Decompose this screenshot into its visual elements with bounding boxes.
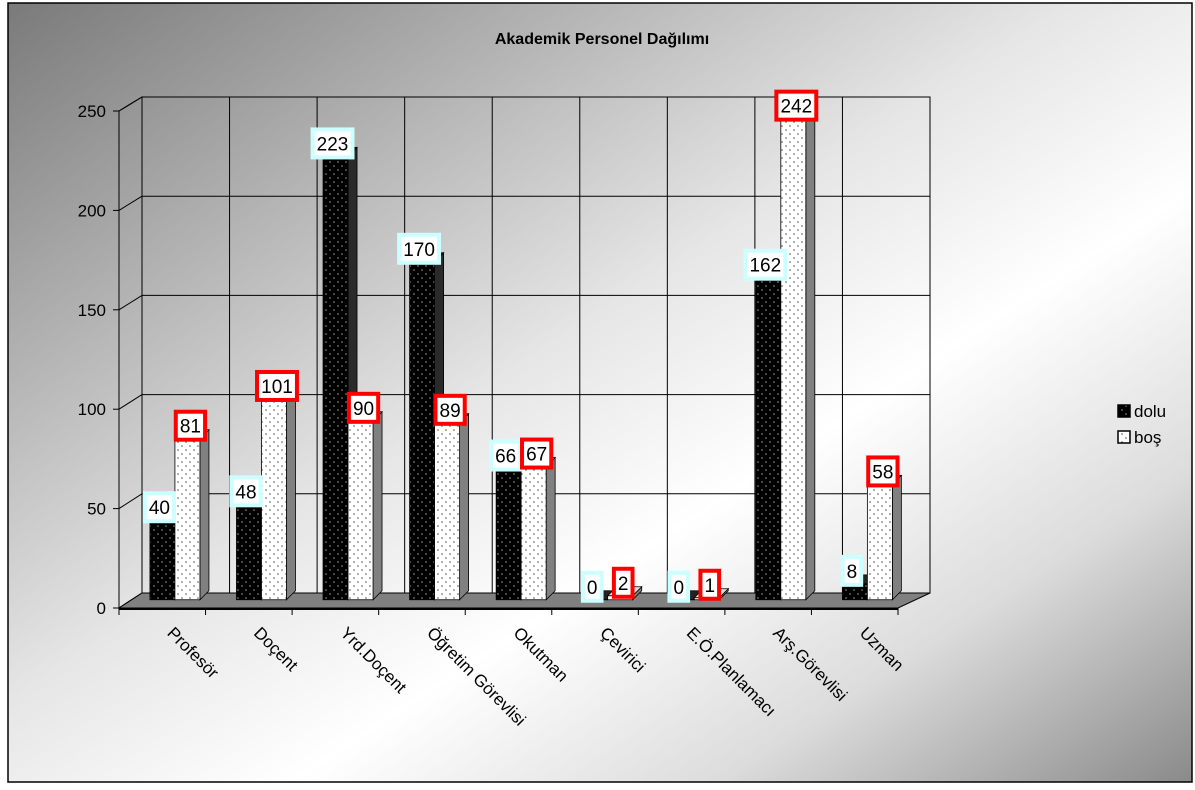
- data-label: 0: [669, 573, 688, 601]
- data-label-text: 0: [587, 578, 598, 599]
- bar-front: [496, 469, 521, 600]
- bar-front: [150, 520, 175, 600]
- data-label: 90: [349, 394, 378, 422]
- data-label-text: 66: [495, 447, 516, 468]
- legend-label: boş: [1134, 428, 1161, 447]
- data-label-text: 162: [749, 256, 781, 277]
- bar-side: [892, 475, 901, 599]
- legend-label: dolu: [1134, 402, 1166, 421]
- bar-front: [323, 156, 348, 599]
- data-label: 242: [776, 92, 816, 120]
- data-label-text: 48: [235, 482, 256, 503]
- bar: [435, 414, 469, 600]
- bar-side: [806, 110, 815, 600]
- bar-front: [348, 421, 373, 600]
- bar: [867, 475, 901, 599]
- data-label: 40: [145, 493, 174, 521]
- data-label-text: 81: [180, 417, 201, 438]
- bar-side: [200, 430, 209, 600]
- y-tick-label: 100: [78, 400, 106, 419]
- data-label: 0: [583, 573, 602, 601]
- bar-side: [546, 458, 555, 600]
- data-label: 81: [176, 412, 205, 440]
- y-tick-label: 250: [78, 102, 106, 121]
- data-label-text: 58: [872, 462, 893, 483]
- bar-front: [521, 467, 546, 600]
- legend-swatch: [1118, 405, 1130, 417]
- bar-front: [756, 278, 781, 600]
- data-label-text: 90: [353, 399, 374, 420]
- bar-side: [460, 414, 469, 600]
- data-label-text: 0: [673, 578, 684, 599]
- bar: [348, 412, 382, 600]
- data-label: 223: [313, 129, 353, 157]
- bar: [781, 110, 815, 600]
- data-label-text: 8: [847, 562, 858, 583]
- legend-swatch: [1118, 431, 1130, 443]
- chart-background: [8, 3, 1192, 782]
- data-label-text: 40: [149, 498, 170, 519]
- chart-title: Akademik Personel Dağılımı: [495, 31, 709, 48]
- y-tick-label: 150: [78, 301, 106, 320]
- data-label-text: 101: [261, 377, 293, 398]
- data-label: 2: [614, 569, 633, 597]
- data-label: 66: [491, 442, 520, 470]
- bar: [521, 458, 555, 600]
- data-label: 8: [843, 557, 862, 585]
- data-label-text: 1: [704, 576, 715, 597]
- data-label: 1: [700, 571, 719, 599]
- bar-front: [410, 262, 435, 600]
- bar-front: [261, 399, 286, 600]
- bar-side: [286, 390, 295, 600]
- y-tick-label: 200: [78, 201, 106, 220]
- data-label-text: 89: [440, 401, 461, 422]
- bar-front: [236, 504, 261, 599]
- bar-front: [175, 439, 200, 600]
- data-label-text: 67: [526, 445, 547, 466]
- data-label: 89: [435, 396, 464, 424]
- data-label-text: 170: [403, 240, 435, 261]
- data-label: 162: [745, 251, 785, 279]
- y-tick-label: 50: [87, 500, 106, 519]
- data-label-text: 223: [317, 134, 349, 155]
- data-label-text: 2: [618, 574, 629, 595]
- bar-side: [373, 412, 382, 600]
- data-label: 101: [257, 372, 297, 400]
- data-label-text: 242: [780, 97, 812, 118]
- data-label: 58: [868, 457, 897, 485]
- y-tick-label: 0: [97, 599, 106, 618]
- data-label: 170: [399, 235, 439, 263]
- bar-front: [435, 423, 460, 600]
- data-label: 67: [522, 440, 551, 468]
- data-label: 48: [231, 477, 260, 505]
- bar-front: [781, 119, 806, 600]
- bar: [261, 390, 295, 600]
- bar-front: [867, 484, 892, 599]
- bar: [175, 430, 209, 600]
